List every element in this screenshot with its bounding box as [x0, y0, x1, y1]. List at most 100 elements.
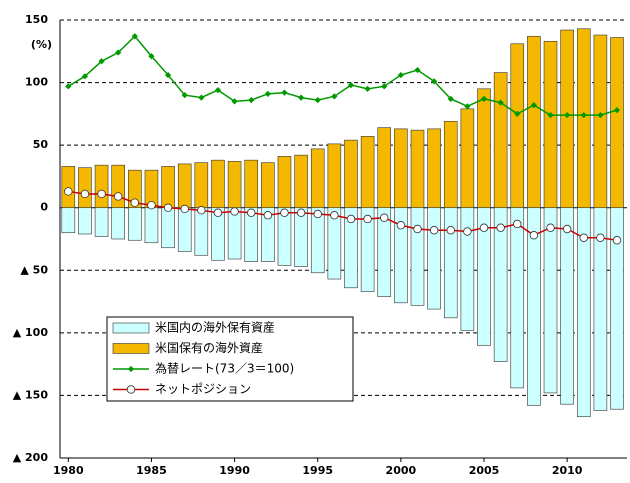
x-tick-label: 1980: [53, 464, 84, 477]
bar: [510, 43, 525, 209]
point: [163, 203, 173, 212]
bar: [94, 207, 109, 237]
bar: [410, 129, 425, 209]
bar: [427, 207, 441, 310]
point: [380, 213, 389, 222]
x-tick-label: 1990: [219, 464, 250, 477]
bar: [360, 136, 375, 209]
line: [68, 190, 618, 241]
bar: [310, 148, 325, 209]
bar: [161, 207, 175, 249]
y-tick-label: 0: [40, 201, 48, 214]
bar: [593, 34, 608, 209]
y-tick-label: ▲ 150: [13, 388, 49, 401]
bar: [111, 164, 125, 209]
point: [596, 233, 605, 242]
point: [164, 71, 172, 79]
x-tick-label: 1995: [302, 464, 333, 477]
point: [363, 214, 372, 224]
point: [529, 231, 539, 240]
point: [513, 219, 522, 229]
bar: [177, 163, 192, 209]
point: [280, 208, 289, 217]
bar: [194, 207, 209, 256]
point: [263, 211, 273, 220]
bar: [477, 88, 491, 209]
point: [65, 83, 72, 90]
point: [413, 224, 422, 234]
point: [197, 206, 206, 215]
bar: [61, 207, 76, 234]
point: [97, 189, 106, 199]
point: [496, 223, 505, 232]
point: [446, 226, 455, 235]
bar: [277, 156, 292, 209]
legend-label: ネットポジション: [155, 382, 251, 396]
point: [296, 208, 306, 217]
bar: [128, 169, 142, 209]
line: [67, 35, 618, 116]
x-tick-label: 2000: [386, 464, 417, 477]
point: [313, 209, 322, 219]
bar: [111, 207, 125, 240]
point: [64, 187, 73, 196]
point: [230, 207, 239, 216]
x-tick-label: 2010: [552, 464, 583, 477]
point: [181, 91, 188, 99]
point: [579, 233, 588, 242]
point: [612, 236, 622, 245]
point: [198, 94, 205, 101]
point: [130, 198, 140, 207]
point: [429, 226, 439, 235]
bar: [94, 164, 109, 209]
legend-label: 為替レート(73／3＝100): [155, 362, 294, 376]
point: [131, 33, 138, 40]
legend-label: 米国保有の海外資産: [155, 340, 263, 355]
bar: [61, 166, 76, 209]
point: [479, 223, 489, 232]
point: [213, 208, 223, 217]
bar: [410, 207, 425, 306]
point: [81, 73, 89, 80]
bar: [394, 128, 408, 209]
bar: [427, 128, 441, 209]
bar: [344, 139, 358, 209]
bar: [460, 108, 475, 209]
bar: [244, 159, 259, 209]
y-tick-label: 150: [25, 13, 48, 26]
point: [113, 192, 123, 201]
bar: [460, 207, 475, 331]
bar: [377, 127, 392, 209]
bar: [510, 207, 525, 389]
point: [148, 53, 155, 60]
bar: [560, 29, 574, 209]
point: [231, 98, 238, 105]
bar: [177, 207, 192, 252]
legend-swatch: [112, 322, 150, 334]
y-tick-label: ▲ 100: [13, 326, 49, 339]
bar: [261, 162, 275, 209]
point: [248, 96, 255, 104]
x-tick-label: 2005: [469, 464, 500, 477]
bar: [78, 167, 92, 209]
bar: [543, 207, 558, 394]
bar: [227, 161, 242, 209]
point: [597, 111, 604, 119]
legend-label: 米国内の海外保有資産: [155, 320, 275, 335]
y-tick-label: ▲ 200: [13, 451, 49, 464]
bar: [327, 143, 342, 209]
x-tick-label: 1985: [136, 464, 167, 477]
point: [546, 223, 555, 232]
bar: [211, 159, 225, 209]
point: [330, 211, 339, 220]
bar: [194, 162, 209, 209]
point: [346, 214, 356, 224]
y-tick-label: 100: [25, 76, 48, 89]
bar: [493, 72, 508, 209]
bar: [443, 121, 458, 209]
bar: [144, 207, 159, 244]
bar: [560, 207, 574, 405]
y-tick-label: 50: [33, 138, 49, 151]
legend-swatch: [112, 343, 150, 354]
point: [180, 204, 189, 214]
